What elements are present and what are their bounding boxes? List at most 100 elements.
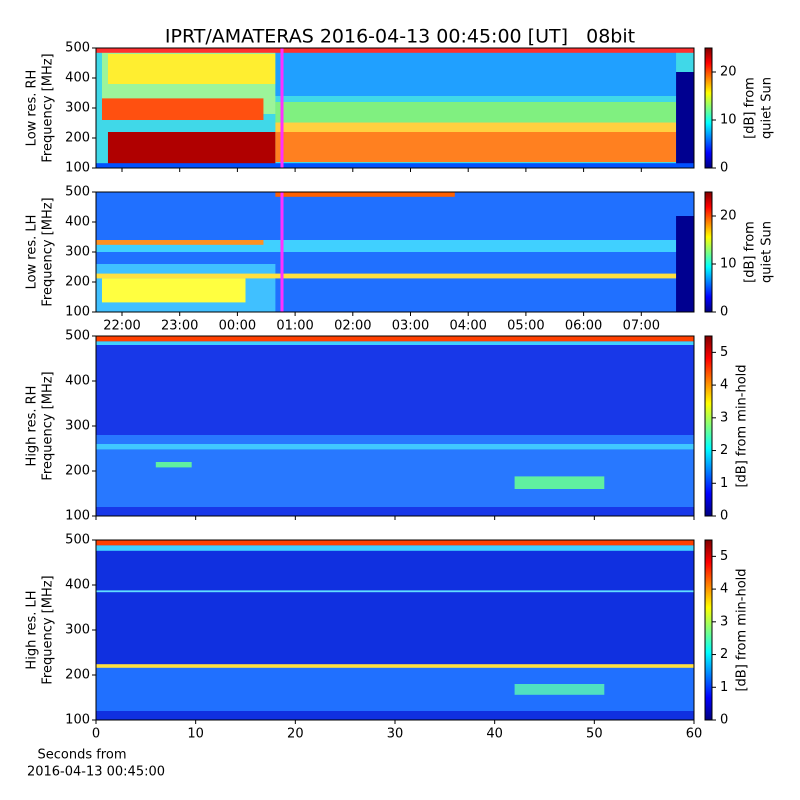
colorbar-tick-label: 2	[720, 443, 728, 458]
y-axis-label: Frequency [MHz]	[41, 197, 56, 306]
colorbar-tick-label: 4	[720, 378, 728, 393]
colorbar-tick-label: 20	[720, 65, 737, 80]
panel: 100 200 300 400 500 High res. RH Frequency [MH…	[25, 329, 750, 524]
spectrogram-region	[275, 132, 677, 162]
spectrogram-region	[676, 216, 694, 312]
colorbar	[705, 336, 712, 516]
spectrogram-region	[275, 48, 677, 96]
y-tick-label: 300	[65, 101, 90, 116]
y-tick-label: 200	[65, 131, 90, 146]
x-tick-label: 00:00	[219, 319, 256, 334]
colorbar-frame	[704, 47, 713, 169]
spectrogram-region	[96, 545, 694, 551]
x-tick-label: 30	[387, 727, 404, 742]
colorbar-label: [dB] from	[743, 77, 758, 139]
x-tick-label: 05:00	[507, 319, 544, 334]
colorbar	[705, 540, 712, 720]
y-axis-label: Frequency [MHz]	[41, 371, 56, 480]
x-tick-label: 40	[486, 727, 503, 742]
y-axis-label: Low res. LH	[25, 215, 40, 290]
colorbar-label: quiet Sun	[760, 221, 775, 283]
spectrogram-region	[101, 278, 246, 303]
spectrogram-region	[275, 122, 677, 132]
x-tick-label: 20	[287, 727, 304, 742]
spectrogram-region	[514, 476, 605, 489]
x-tick-label: 50	[586, 727, 603, 742]
y-tick-label: 200	[65, 275, 90, 290]
colorbar-tick-label: 0	[720, 161, 728, 176]
x-tick-label: 22:00	[103, 319, 140, 334]
y-tick-label: 100	[65, 161, 90, 176]
colorbar-tick-label: 2	[720, 647, 728, 662]
spectrogram-region	[96, 48, 694, 53]
y-tick-label: 500	[65, 329, 90, 344]
colorbar-tick-label: 10	[720, 113, 737, 128]
spectrogram-region	[107, 132, 276, 166]
spectrogram-region	[96, 590, 694, 593]
colorbar-frame	[704, 335, 713, 517]
colorbar-frame	[704, 539, 713, 721]
x-tick-label: 10	[187, 727, 204, 742]
y-tick-label: 500	[65, 185, 90, 200]
y-tick-label: 400	[65, 215, 90, 230]
y-tick-label: 400	[65, 71, 90, 86]
spectrogram-region	[514, 684, 605, 695]
x-tick-label: 60	[686, 727, 703, 742]
colorbar-tick-label: 1	[720, 680, 728, 695]
y-tick-label: 500	[65, 533, 90, 548]
y-tick-label: 500	[65, 41, 90, 56]
colorbar-tick-label: 3	[720, 410, 728, 425]
colorbar-label: [dB] from min-hold	[735, 364, 750, 487]
x-axis-label: 2016-04-13 00:45:00	[27, 765, 165, 780]
colorbar-tick-label: 20	[720, 209, 737, 224]
spectrogram-region	[275, 192, 455, 197]
y-tick-label: 300	[65, 245, 90, 260]
colorbar-tick-label: 0	[720, 305, 728, 320]
colorbar-label: [dB] from min-hold	[735, 568, 750, 691]
spectrogram-region	[96, 240, 264, 245]
spectrogram-region	[155, 462, 192, 468]
spectrogram-region	[101, 98, 264, 120]
x-tick-label: 03:00	[392, 319, 429, 334]
y-tick-label: 400	[65, 578, 90, 593]
spectrogram-region	[96, 341, 694, 345]
y-tick-label: 400	[65, 374, 90, 389]
spectrogram-region	[96, 163, 694, 168]
x-tick-label: 02:00	[334, 319, 371, 334]
x-axis-label: Seconds from	[37, 748, 126, 763]
colorbar-tick-label: 1	[720, 476, 728, 491]
y-axis-label: Frequency [MHz]	[41, 53, 56, 162]
x-tick-label: 04:00	[449, 319, 486, 334]
colorbar-tick-label: 0	[720, 713, 728, 728]
colorbar-frame	[704, 191, 713, 313]
spectrogram-region	[96, 336, 694, 342]
y-tick-label: 300	[65, 623, 90, 638]
colorbar-tick-label: 0	[720, 509, 728, 524]
spectrogram-region	[96, 540, 694, 546]
y-axis-label: High res. LH	[25, 590, 40, 669]
colorbar-tick-label: 5	[720, 549, 728, 564]
chart-title: IPRT/AMATERAS 2016-04-13 00:45:00 [UT] 0…	[165, 26, 635, 48]
y-tick-label: 100	[65, 713, 90, 728]
x-tick-label: 0	[92, 727, 100, 742]
y-axis-label: High res. RH	[25, 386, 40, 467]
colorbar-tick-label: 5	[720, 345, 728, 360]
colorbar	[705, 192, 712, 312]
y-tick-label: 100	[65, 509, 90, 524]
colorbar-tick-label: 4	[720, 582, 728, 597]
x-tick-label: 01:00	[276, 319, 313, 334]
spectrogram-region	[96, 664, 694, 668]
y-tick-label: 200	[65, 668, 90, 683]
x-tick-label: 23:00	[161, 319, 198, 334]
spectrogram-region	[275, 102, 677, 123]
y-tick-label: 300	[65, 419, 90, 434]
colorbar-label: quiet Sun	[760, 77, 775, 139]
colorbar-label: [dB] from	[743, 221, 758, 283]
x-tick-label: 07:00	[623, 319, 660, 334]
y-axis-label: Low res. RH	[25, 70, 40, 147]
y-tick-label: 100	[65, 305, 90, 320]
